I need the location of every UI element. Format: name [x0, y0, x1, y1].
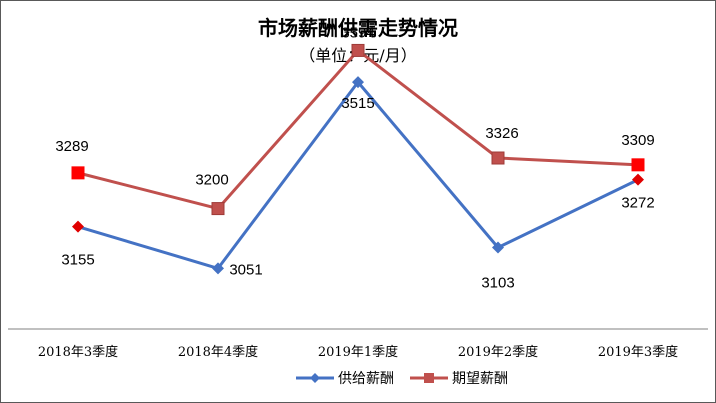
data-point — [352, 76, 364, 89]
data-point — [71, 166, 85, 180]
legend-label: 供给薪酬 — [338, 371, 394, 387]
data-point — [632, 173, 644, 186]
series-line-2 — [77, 48, 639, 211]
data-point — [492, 241, 504, 254]
data-label: 3051 — [229, 261, 262, 278]
x-tick-label: 2018年3季度 — [38, 344, 118, 360]
chart-title: 市场薪酬供需走势情况 — [258, 16, 458, 40]
data-label: 3326 — [485, 125, 518, 142]
data-point — [351, 43, 365, 57]
data-point — [212, 262, 224, 275]
data-label: 3594 — [341, 24, 374, 41]
legend-marker — [424, 373, 434, 383]
data-label: 3309 — [621, 132, 654, 149]
data-point — [72, 220, 84, 233]
x-tick-label: 2018年4季度 — [178, 344, 258, 360]
data-label: 3515 — [341, 95, 374, 112]
x-tick-label: 2019年2季度 — [458, 344, 538, 360]
legend-label: 期望薪酬 — [452, 371, 508, 387]
data-label: 3272 — [621, 195, 654, 212]
x-tick-label: 2019年1季度 — [318, 344, 398, 360]
data-point — [631, 158, 645, 172]
data-label: 3103 — [481, 275, 514, 292]
legend-marker — [310, 373, 320, 383]
data-label: 3289 — [55, 138, 88, 155]
data-point — [211, 202, 225, 216]
data-label: 3155 — [61, 252, 94, 269]
x-tick-label: 2019年3季度 — [598, 344, 678, 360]
data-label: 3200 — [195, 172, 228, 189]
data-point — [491, 151, 505, 165]
